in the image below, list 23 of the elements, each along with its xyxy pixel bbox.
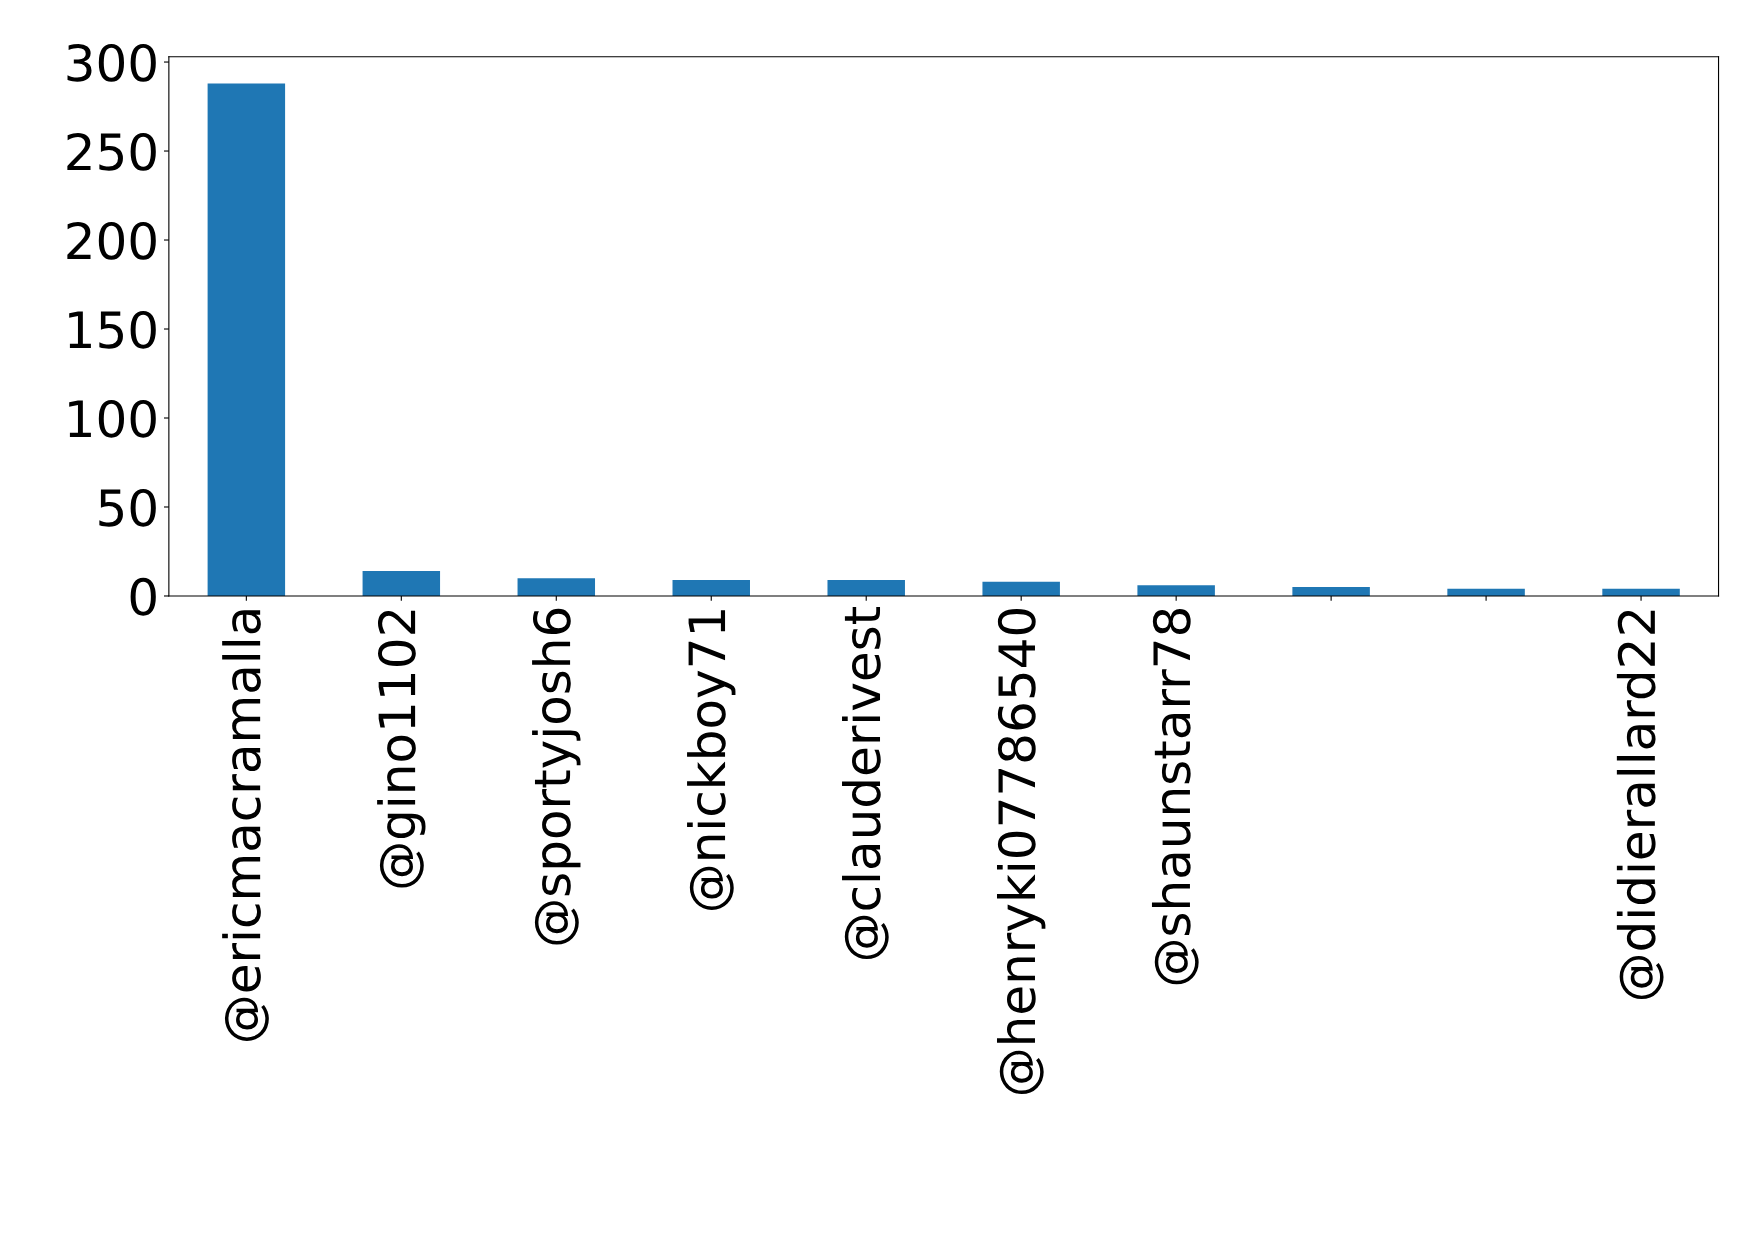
bar	[827, 579, 905, 596]
x-tick-label: @shaunstarr78	[1151, 609, 1199, 985]
y-tick-label: 200	[67, 221, 156, 260]
bar	[1137, 585, 1215, 596]
bar	[1292, 587, 1370, 596]
y-tick-label: 0	[130, 577, 156, 616]
y-tick-label: 250	[67, 132, 156, 171]
x-tick-label: @sportyjosh6	[532, 608, 581, 945]
bar	[362, 571, 441, 596]
y-tick-label: 50	[99, 488, 156, 527]
x-tick-label: @gino1102	[377, 610, 426, 888]
bar	[517, 578, 596, 596]
y-tick-label: 150	[69, 310, 156, 349]
y-tick-label: 100	[69, 399, 156, 438]
bar	[982, 581, 1060, 596]
x-tick-label: @ericmacramalla	[222, 610, 269, 1041]
x-tick-label: @didierallard22	[1616, 610, 1664, 1000]
y-tick-label: 300	[67, 43, 156, 82]
x-tick-label: @henryki07786540	[996, 609, 1046, 1095]
x-tick-label: @nickboy71	[687, 610, 736, 910]
bar	[207, 83, 286, 596]
x-tick-label: @clauderivest	[842, 606, 889, 960]
bar	[672, 579, 750, 596]
